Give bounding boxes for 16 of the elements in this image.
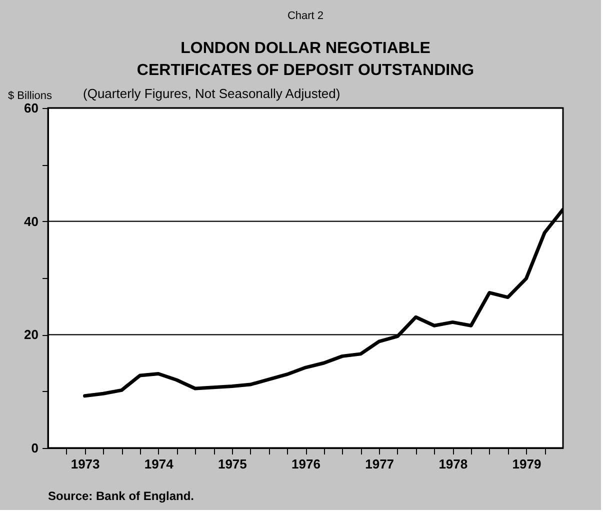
x-tick-label: 1973: [70, 456, 100, 472]
x-tick-label: 1978: [438, 456, 468, 472]
chart-title: LONDON DOLLAR NEGOTIABLE CERTIFICATES OF DEPOSIT OUTSTANDING: [136, 40, 474, 79]
y-tick-label: 60: [24, 100, 38, 116]
source-note: Source: Bank of England.: [48, 489, 194, 503]
y-tick-label: 40: [24, 214, 38, 229]
x-tick-label: 1975: [218, 456, 247, 472]
y-axis-title: $ Billions: [8, 90, 53, 102]
x-tick-label: 1976: [292, 456, 320, 472]
x-tick-label: 1979: [512, 456, 542, 472]
caption: Chart 2: [287, 10, 324, 22]
chart-subtitle: (Quarterly Figures, Not Seasonally Adjusted): [83, 86, 340, 101]
y-tick-label: 0: [31, 440, 38, 456]
y-tick-label: 20: [24, 327, 38, 342]
x-tick-label: 1977: [365, 456, 394, 472]
x-tick-label: 1974: [144, 456, 174, 472]
